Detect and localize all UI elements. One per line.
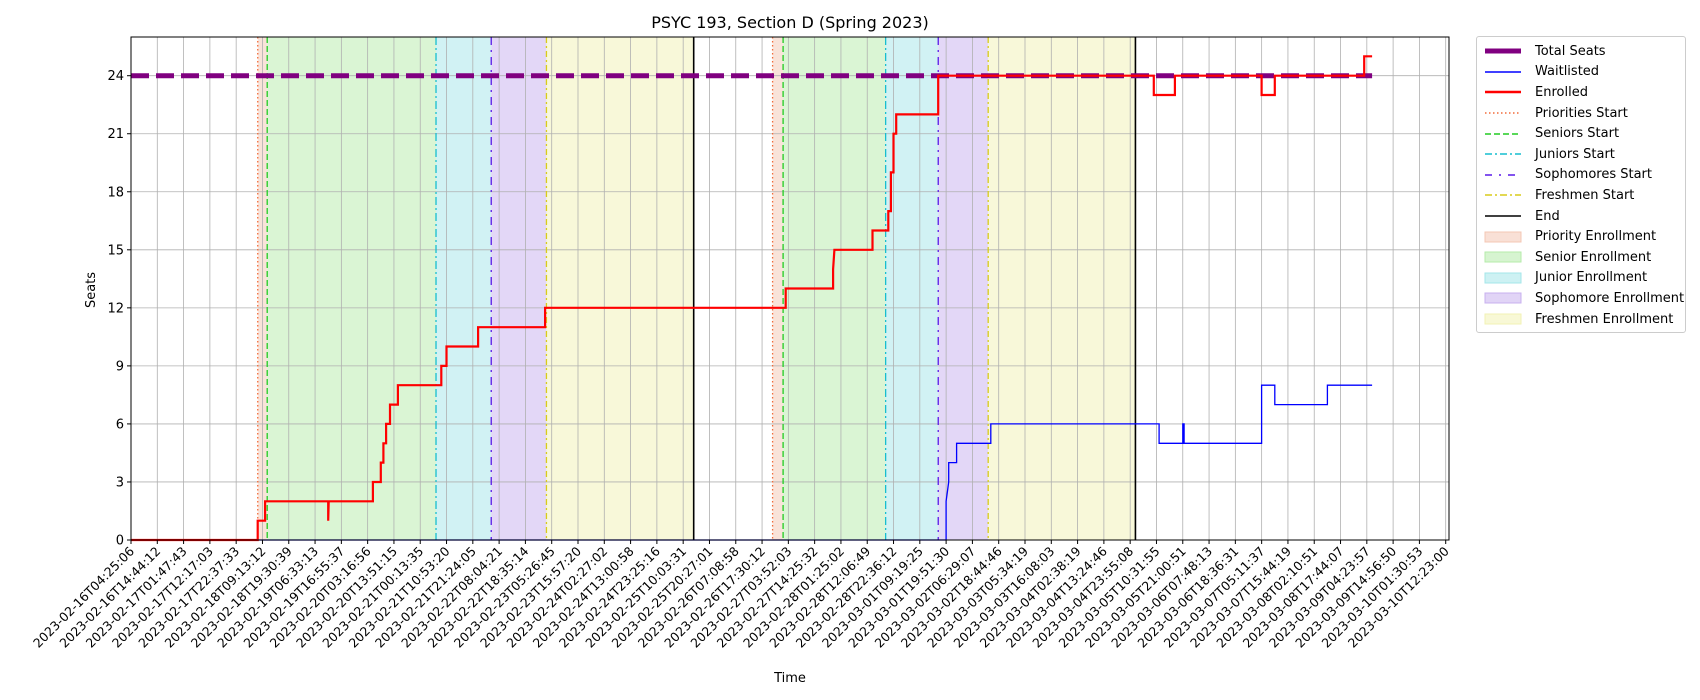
legend-item: Freshmen Start <box>1483 185 1679 206</box>
legend-item: Priority Enrollment <box>1483 226 1679 247</box>
y-tick-label: 24 <box>107 69 124 84</box>
legend-label: Seniors Start <box>1535 126 1620 142</box>
legend-item: End <box>1483 206 1679 227</box>
legend-patch <box>1484 272 1522 284</box>
phase-band <box>885 37 939 540</box>
legend-item: Freshmen Enrollment <box>1483 309 1679 330</box>
legend-label: Priorities Start <box>1535 105 1628 121</box>
plot-border <box>130 36 1450 541</box>
legend-swatch <box>1485 48 1521 54</box>
legend-patch <box>1484 292 1522 304</box>
phase-band <box>938 37 989 540</box>
phase-band <box>491 37 547 540</box>
y-axis-ticks: 0 3 6 9 12 15 18 21 24 <box>107 69 131 549</box>
legend-swatch <box>1485 215 1521 217</box>
y-tick-label: 9 <box>116 359 124 374</box>
legend-item: Waitlisted <box>1483 62 1679 83</box>
legend-swatch <box>1485 174 1521 176</box>
x-axis-label: Time <box>773 671 806 686</box>
legend-patch <box>1484 231 1522 243</box>
legend-swatch <box>1485 194 1521 197</box>
legend-label: Juniors Start <box>1535 146 1615 162</box>
legend-swatch <box>1485 91 1521 94</box>
legend-item: Junior Enrollment <box>1483 268 1679 289</box>
y-axis-label: Seats <box>84 272 99 308</box>
series-enrolled-line <box>131 55 1373 542</box>
legend-label: Sophomores Start <box>1535 167 1652 183</box>
legend-swatch <box>1485 132 1521 135</box>
enrollment-phase-bands <box>257 37 1136 540</box>
phase-band <box>436 37 492 540</box>
y-tick-label: 0 <box>116 534 124 549</box>
legend-swatch <box>1484 313 1522 325</box>
y-tick-label: 21 <box>107 127 124 142</box>
legend-label: Total Seats <box>1535 43 1606 59</box>
legend-item: Sophomore Enrollment <box>1483 288 1684 309</box>
phase-band <box>546 37 694 540</box>
y-tick-label: 18 <box>107 185 124 200</box>
series-waitlisted-line <box>131 384 1373 541</box>
legend-swatch <box>1484 272 1522 284</box>
legend-item: Juniors Start <box>1483 144 1679 165</box>
legend-item: Total Seats <box>1483 41 1679 62</box>
phase-band <box>988 37 1136 540</box>
plot-frame <box>130 36 1450 541</box>
y-tick-label: 6 <box>116 417 124 432</box>
legend-swatch <box>1484 231 1522 243</box>
legend-label: Sophomore Enrollment <box>1535 290 1685 306</box>
legend-label: Junior Enrollment <box>1535 270 1648 286</box>
y-tick-label: 12 <box>107 301 124 316</box>
legend-patch <box>1484 313 1522 325</box>
legend-item: Seniors Start <box>1483 123 1679 144</box>
y-tick-label: 3 <box>116 475 124 490</box>
legend-label: Priority Enrollment <box>1535 229 1657 245</box>
legend-item: Sophomores Start <box>1483 165 1679 186</box>
legend-item: Senior Enrollment <box>1483 247 1679 268</box>
legend-swatch <box>1485 112 1521 114</box>
data-series <box>131 55 1373 542</box>
legend-label: Waitlisted <box>1535 64 1600 80</box>
legend-item: Priorities Start <box>1483 103 1679 124</box>
legend-label: Senior Enrollment <box>1535 249 1652 265</box>
legend-swatch <box>1484 292 1522 304</box>
phase-marker-lines <box>257 37 1137 540</box>
legend-label: Freshmen Enrollment <box>1535 311 1674 327</box>
legend-label: Enrolled <box>1535 84 1588 100</box>
chart-legend: Total Seats Waitlisted Enrolled Priorities … <box>1476 36 1686 334</box>
legend-patch <box>1484 251 1522 263</box>
legend-swatch <box>1485 153 1521 156</box>
legend-item: Enrolled <box>1483 82 1679 103</box>
chart-title: PSYC 193, Section D (Spring 2023) <box>651 13 929 32</box>
x-axis-ticks: 2023-02-16T04:25:062023-02-16T14:44:1220… <box>30 540 1452 651</box>
legend-label: End <box>1535 208 1560 224</box>
y-tick-label: 15 <box>107 243 124 258</box>
phase-band <box>267 37 437 540</box>
legend-swatch <box>1485 71 1521 73</box>
legend-label: Freshmen Start <box>1535 187 1635 203</box>
phase-band <box>772 37 784 540</box>
legend-swatch <box>1484 251 1522 263</box>
